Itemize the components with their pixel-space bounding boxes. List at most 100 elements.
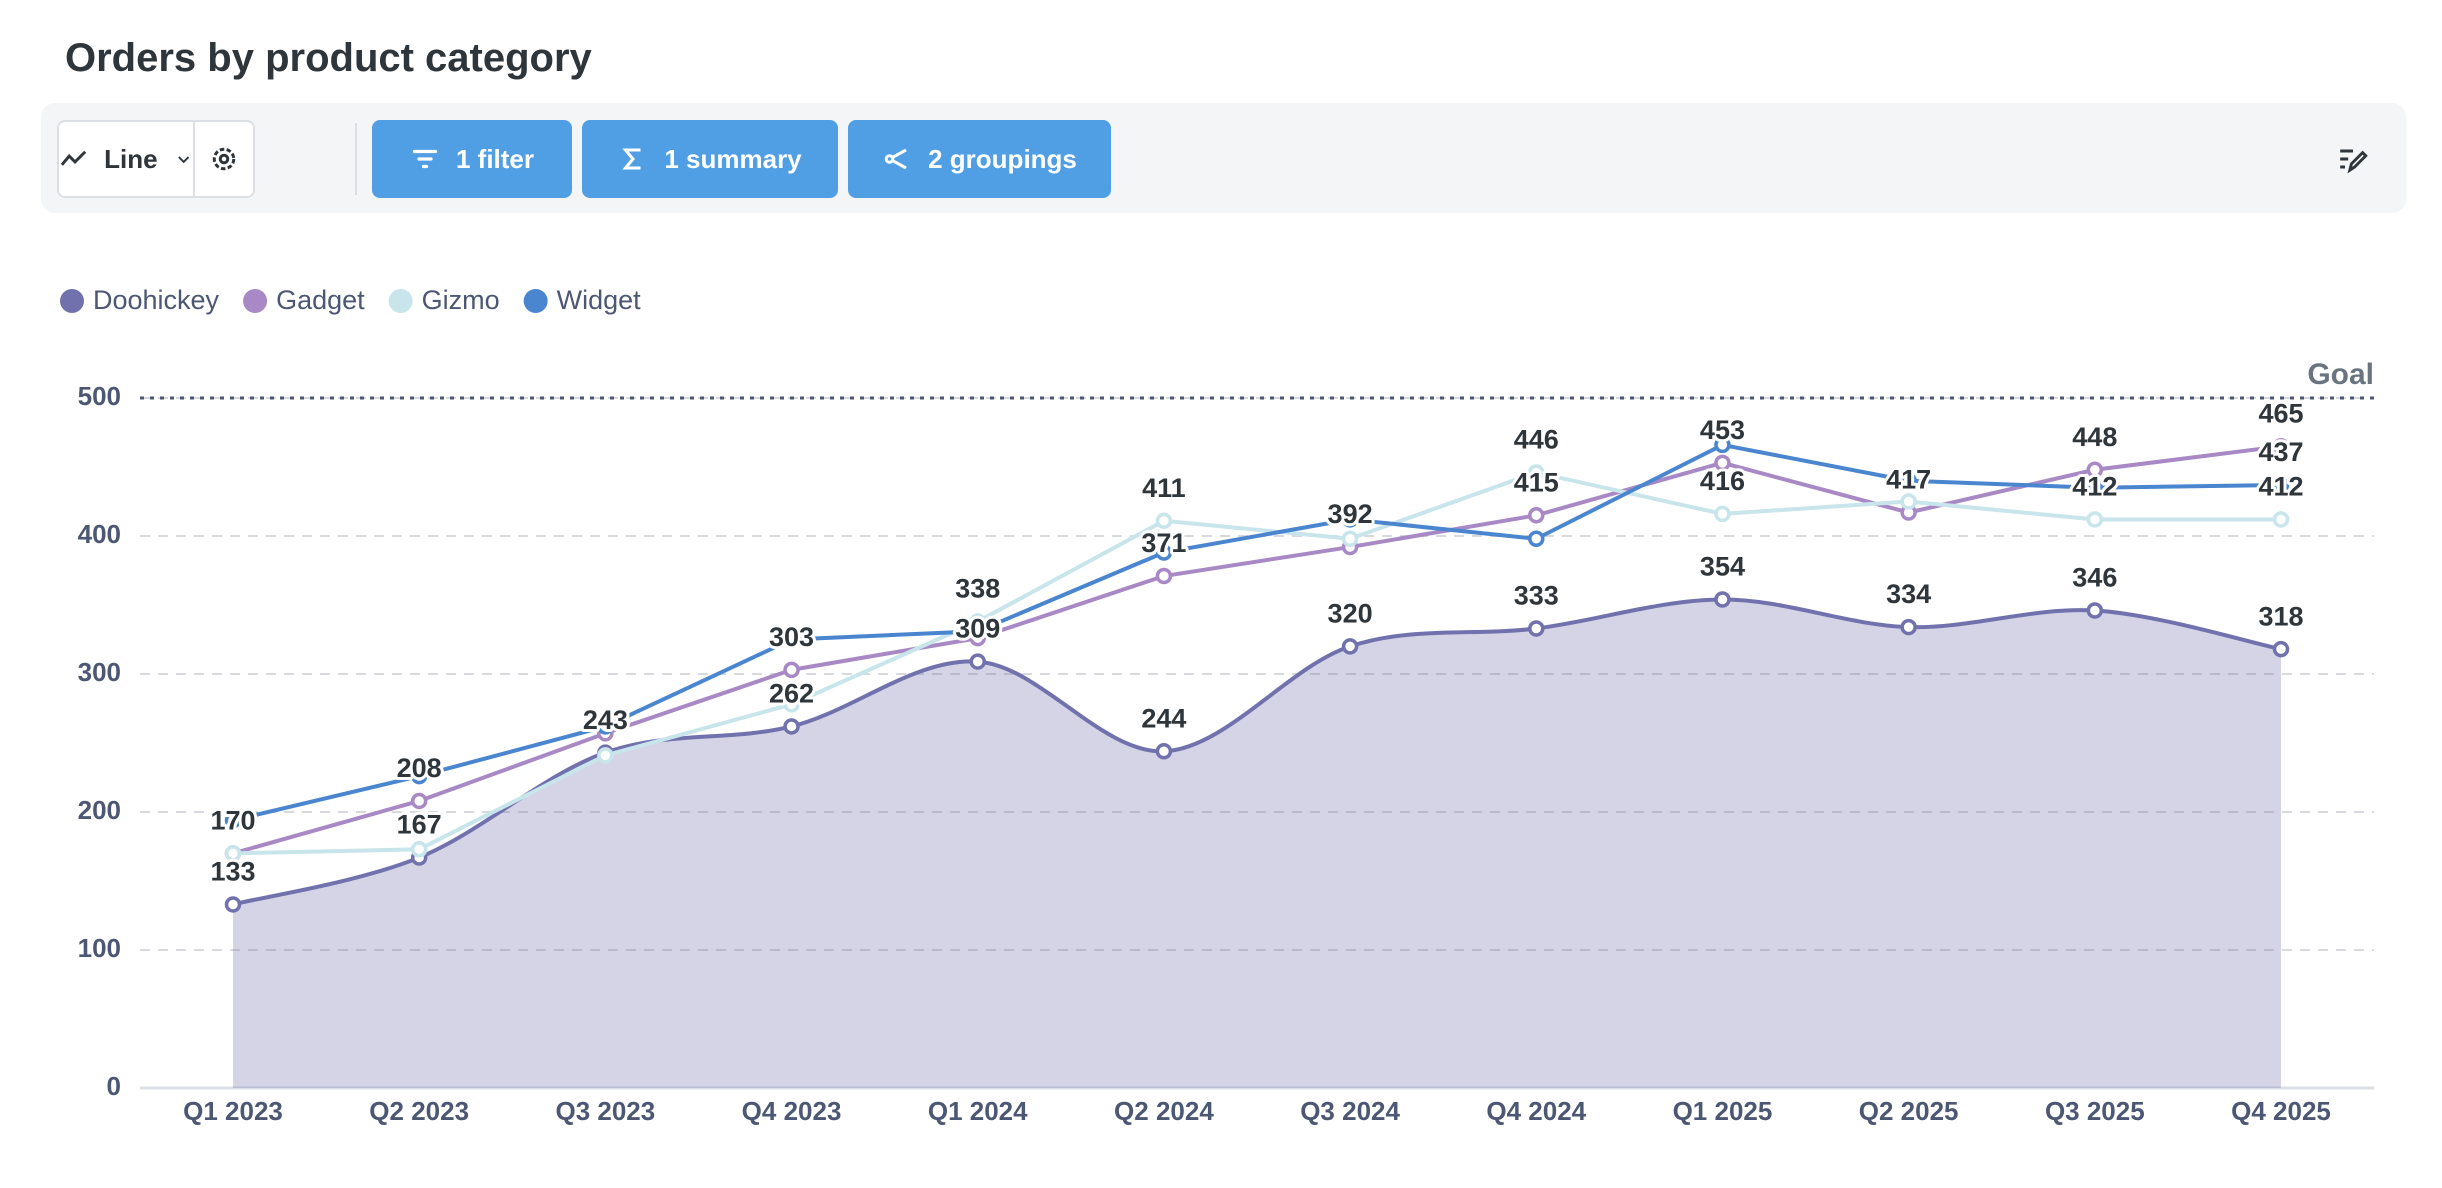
x-tick-label: Q2 2024 [1114,1096,1214,1126]
data-label: 417 [1886,465,1931,495]
data-label: 411 [1142,473,1186,503]
point [1900,493,1917,510]
y-tick-label: 200 [78,795,121,825]
sigma-icon [622,148,641,170]
group-icon [884,148,907,170]
point [1528,464,1545,481]
data-label: 437 [2258,437,2303,467]
point [2272,476,2290,494]
point [1528,507,1545,524]
data-label: 415 [1514,467,1559,497]
data-label: 309 [955,614,1000,644]
point [1900,618,1917,636]
point [2086,511,2104,528]
x-tick-label: Q4 2025 [2231,1096,2331,1126]
y-tick-label: 400 [78,519,121,549]
data-label: 465 [2258,398,2303,428]
point [783,661,800,679]
data-label: 320 [1328,599,1373,629]
data-label: 446 [1514,425,1559,455]
groupings-button[interactable]: 2 groupings [848,120,1111,198]
data-label: 412 [2072,472,2117,502]
point [1155,512,1173,530]
point [1528,530,1545,548]
point [1714,436,1731,454]
x-tick-label: Q2 2025 [1859,1096,1959,1126]
y-tick-label: 100 [78,933,121,963]
x-tick-label: Q3 2024 [1300,1096,1400,1126]
data-label: 416 [1700,466,1745,496]
x-tick-label: Q3 2025 [2045,1096,2145,1126]
point [410,792,428,810]
data-label: 333 [1514,581,1559,611]
goal-label: Goal [2307,358,2374,391]
y-tick-label: 500 [78,381,121,411]
data-label: 318 [2258,601,2303,631]
data-label: 208 [397,753,442,783]
legend-dot [243,289,268,313]
point [410,841,428,858]
data-label: 303 [769,622,814,652]
groupings-label: 2 groupings [928,143,1077,174]
filter-icon [412,149,438,169]
line [232,442,2282,823]
x-tick-label: Q1 2024 [928,1096,1028,1126]
point [2272,640,2290,658]
legend-dot [523,289,548,313]
legend-dot [60,289,84,313]
point [224,896,242,913]
point [2086,461,2104,479]
point [783,631,800,648]
data-label: 244 [1141,703,1186,733]
settings-button[interactable] [193,120,255,198]
data-label: 133 [210,857,255,887]
data-label: 167 [397,810,442,840]
y-tick-label: 0 [107,1071,121,1101]
area [233,599,2281,1088]
point [2086,602,2104,619]
point [783,718,800,735]
point [1714,454,1731,472]
filter-button[interactable]: 1 filter [372,120,572,198]
legend-label: Gadget [276,285,365,315]
summary-button[interactable]: 1 summary [582,120,838,198]
point [969,622,986,640]
line [232,470,2281,856]
data-label: 392 [1328,499,1373,529]
point [969,653,986,670]
gear-icon [212,147,236,171]
edit-icon[interactable] [2337,143,2369,175]
divider [355,123,357,195]
point [1341,638,1359,655]
chart-title: Orders by product category [65,36,592,80]
x-tick-label: Q4 2023 [742,1096,842,1126]
legend-label: Gizmo [422,285,500,315]
point [783,696,800,713]
display-button[interactable]: Line [57,120,193,198]
data-label: 371 [1141,528,1186,558]
point [1155,544,1173,561]
point [1900,472,1917,490]
chevron [177,156,189,164]
point [2272,511,2290,528]
point [224,812,242,829]
x-tick-label: Q1 2023 [183,1096,283,1126]
data-label: 453 [1700,415,1745,445]
data-label: 334 [1886,579,1931,609]
point [2086,479,2104,496]
point [224,845,242,862]
x-tick-label: Q4 2024 [1486,1096,1586,1126]
point [410,767,428,785]
legend-label: Doohickey [93,285,220,315]
x-tick-label: Q3 2023 [555,1096,655,1126]
point [597,747,614,764]
legend-label: Widget [557,285,642,315]
line-icon [60,150,87,166]
point [2272,438,2290,455]
x-tick-label: Q1 2025 [1673,1096,1773,1126]
toolbar: Line 1 filter 1 summary 2 groupings [41,103,2406,213]
point [1155,743,1173,760]
filter-label: 1 filter [455,143,535,174]
